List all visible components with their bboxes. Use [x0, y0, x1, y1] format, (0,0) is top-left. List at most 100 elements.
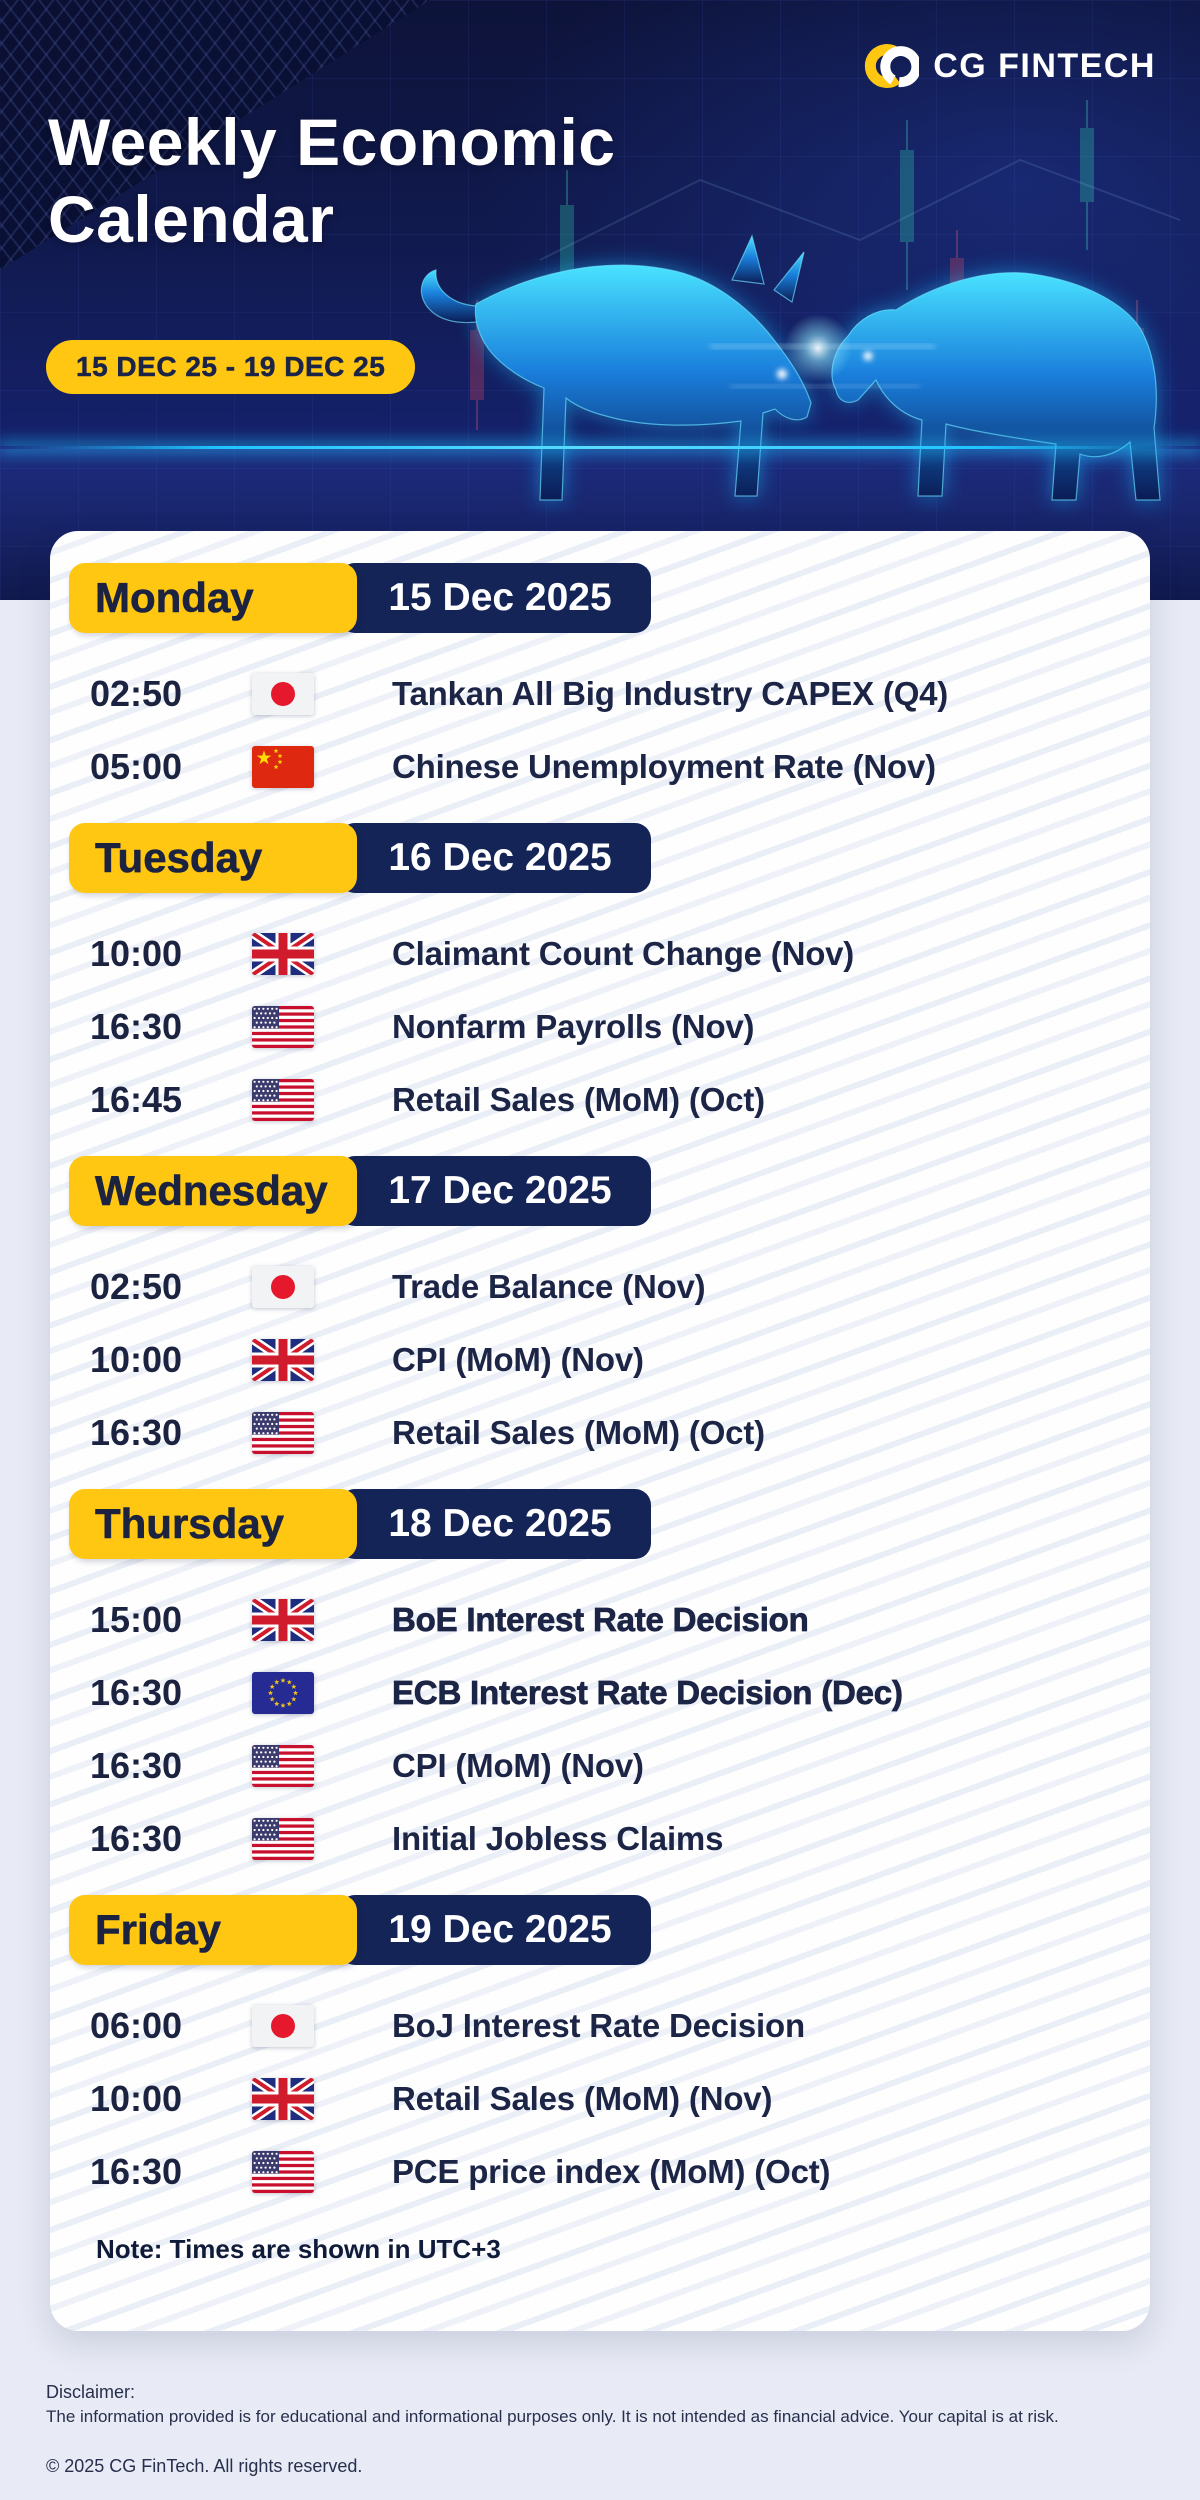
day-name-badge: Monday [69, 563, 357, 633]
event-title: ECB Interest Rate Decision (Dec) [392, 1673, 904, 1711]
disclaimer-text: The information provided is for educatio… [46, 2407, 1059, 2427]
event-title: Claimant Count Change (Nov) [392, 934, 855, 972]
event-time: 05:00 [90, 745, 183, 787]
title-line-1: Weekly Economic [48, 105, 616, 179]
us-flag-icon [252, 1078, 314, 1121]
event-time: 10:00 [90, 2077, 183, 2119]
event-time: 16:30 [90, 1744, 183, 1786]
bull-and-bear-illustration [420, 234, 1161, 501]
day-name: Friday [95, 1906, 222, 1954]
event-title: Chinese Unemployment Rate (Nov) [392, 747, 936, 785]
event-row: 15:00 BoE Interest Rate Decision [50, 1583, 1150, 1656]
day-name: Tuesday [95, 834, 263, 882]
glow-divider-line [0, 446, 1200, 449]
day-date: 17 Dec 2025 [388, 1169, 612, 1212]
us-flag-icon [252, 1411, 314, 1454]
event-row: 16:30 PCE price index (MoM) (Oct) [50, 2135, 1150, 2208]
day-date-badge: 19 Dec 2025 [339, 1895, 651, 1965]
event-title: CPI (MoM) (Nov) [392, 1340, 644, 1378]
day-section-monday: Monday 15 Dec 2025 02:50 Tankan All Big Ind… [50, 563, 1150, 803]
event-title: Nonfarm Payrolls (Nov) [392, 1007, 755, 1045]
uk-flag-icon [252, 1338, 314, 1381]
event-time: 06:00 [90, 2004, 183, 2046]
day-name: Thursday [95, 1500, 285, 1548]
day-name: Monday [95, 574, 254, 622]
brand-logo: CG FINTECH [857, 40, 1156, 92]
calendar-days: Monday 15 Dec 2025 02:50 Tankan All Big Ind… [50, 563, 1150, 2208]
day-date-badge: 15 Dec 2025 [339, 563, 651, 633]
date-range-text: 15 DEC 25 - 19 DEC 25 [76, 351, 386, 383]
event-title: Retail Sales (MoM) (Oct) [392, 1080, 765, 1118]
eu-flag-icon [252, 1671, 314, 1714]
event-title: Trade Balance (Nov) [392, 1267, 706, 1305]
event-row: 06:00 BoJ Interest Rate Decision [50, 1989, 1150, 2062]
japan-flag-icon [252, 1265, 314, 1308]
day-section-tuesday: Tuesday 16 Dec 2025 10:00 Claimant Count C… [50, 823, 1150, 1136]
event-row: 16:30 Initial Jobless Claims [50, 1802, 1150, 1875]
event-time: 16:30 [90, 1671, 183, 1713]
day-name-badge: Tuesday [69, 823, 357, 893]
event-row: 05:00 Chinese Unemployment Rate (Nov) [50, 730, 1150, 803]
event-title: Tankan All Big Industry CAPEX (Q4) [392, 674, 949, 712]
event-row: 16:30 ECB Interest Rate Decision (Dec) [50, 1656, 1150, 1729]
event-title: Retail Sales (MoM) (Nov) [392, 2079, 773, 2117]
day-date-badge: 17 Dec 2025 [339, 1156, 651, 1226]
footer: Disclaimer: The information provided is … [0, 2331, 1200, 2477]
event-row: 16:30 CPI (MoM) (Nov) [50, 1729, 1150, 1802]
us-flag-icon [252, 1005, 314, 1048]
day-header: Friday 19 Dec 2025 [69, 1895, 1150, 1965]
event-row: 10:00 Retail Sales (MoM) (Nov) [50, 2062, 1150, 2135]
event-time: 02:50 [90, 672, 183, 714]
day-name-badge: Thursday [69, 1489, 357, 1559]
day-date: 15 Dec 2025 [388, 576, 612, 619]
timezone-note: Note: Times are shown in UTC+3 [96, 2234, 501, 2264]
copyright-text: © 2025 CG FinTech. All rights reserved. [46, 2455, 363, 2476]
event-time: 02:50 [90, 1265, 183, 1307]
day-section-friday: Friday 19 Dec 2025 06:00 BoJ Interest Rate … [50, 1895, 1150, 2208]
event-row: 02:50 Tankan All Big Industry CAPEX (Q4) [50, 657, 1150, 730]
page-title: Weekly Economic Calendar [48, 104, 616, 257]
event-time: 16:30 [90, 2150, 183, 2192]
day-section-thursday: Thursday 18 Dec 2025 15:00 BoE Interest Ra… [50, 1489, 1150, 1875]
day-date-badge: 18 Dec 2025 [339, 1489, 651, 1559]
event-title: Retail Sales (MoM) (Oct) [392, 1413, 765, 1451]
event-title: BoJ Interest Rate Decision [392, 2006, 805, 2044]
event-time: 16:45 [90, 1078, 183, 1120]
day-section-wednesday: Wednesday 17 Dec 2025 02:50 Trade Balance (… [50, 1156, 1150, 1469]
bull-silhouette [420, 234, 812, 501]
day-date: 19 Dec 2025 [388, 1908, 612, 1951]
day-header: Monday 15 Dec 2025 [69, 563, 1150, 633]
event-time: 16:30 [90, 1005, 183, 1047]
event-row: 16:45 Retail Sales (MoM) (Oct) [50, 1063, 1150, 1136]
event-row: 10:00 CPI (MoM) (Nov) [50, 1323, 1150, 1396]
japan-flag-icon [252, 2004, 314, 2047]
day-header: Tuesday 16 Dec 2025 [69, 823, 1150, 893]
uk-flag-icon [252, 932, 314, 975]
title-line-2: Calendar [48, 181, 335, 256]
us-flag-icon [252, 1817, 314, 1860]
day-date-badge: 16 Dec 2025 [339, 823, 651, 893]
uk-flag-icon [252, 1598, 314, 1641]
brand-name: CG FINTECH [933, 46, 1156, 85]
event-row: 16:30 Nonfarm Payrolls (Nov) [50, 990, 1150, 1063]
event-title: CPI (MoM) (Nov) [392, 1746, 644, 1784]
event-title: Initial Jobless Claims [392, 1819, 724, 1857]
event-title: PCE price index (MoM) (Oct) [392, 2152, 831, 2190]
us-flag-icon [252, 1744, 314, 1787]
day-name-badge: Friday [69, 1895, 357, 1965]
bear-silhouette [831, 272, 1161, 501]
event-time: 10:00 [90, 932, 183, 974]
calendar-card: Monday 15 Dec 2025 02:50 Tankan All Big Ind… [50, 531, 1150, 2331]
us-flag-icon [252, 2150, 314, 2193]
china-flag-icon [252, 745, 314, 788]
hero-banner: CG FINTECH Weekly Economic Calendar 15 D… [0, 0, 1200, 600]
event-row: 02:50 Trade Balance (Nov) [50, 1250, 1150, 1323]
cg-fintech-logo-icon [865, 44, 920, 88]
day-date: 16 Dec 2025 [388, 836, 612, 879]
event-row: 10:00 Claimant Count Change (Nov) [50, 917, 1150, 990]
day-header: Wednesday 17 Dec 2025 [69, 1156, 1150, 1226]
event-row: 16:30 Retail Sales (MoM) (Oct) [50, 1396, 1150, 1469]
japan-flag-icon [252, 672, 314, 715]
disclaimer-label: Disclaimer: [46, 2382, 136, 2402]
day-name-badge: Wednesday [69, 1156, 357, 1226]
